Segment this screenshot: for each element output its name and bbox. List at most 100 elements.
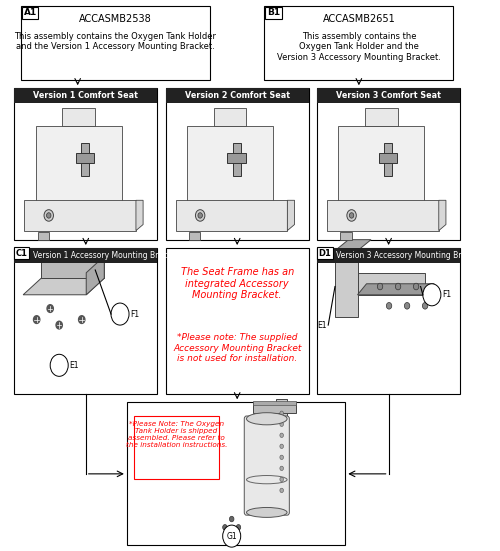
Bar bbox=[254, 403, 296, 413]
Bar bbox=[14, 248, 158, 394]
Polygon shape bbox=[338, 126, 424, 209]
Circle shape bbox=[236, 525, 240, 530]
Text: Version 3 Comfort Seat: Version 3 Comfort Seat bbox=[336, 91, 441, 100]
Text: Version 1 Accessory Mounting Bracket: Version 1 Accessory Mounting Bracket bbox=[33, 251, 180, 260]
Bar bbox=[317, 248, 460, 263]
Circle shape bbox=[280, 466, 283, 471]
Circle shape bbox=[396, 283, 401, 290]
Circle shape bbox=[56, 321, 62, 329]
Circle shape bbox=[34, 316, 40, 323]
Circle shape bbox=[196, 210, 205, 221]
Polygon shape bbox=[335, 240, 371, 251]
Circle shape bbox=[44, 210, 54, 221]
Polygon shape bbox=[24, 201, 136, 231]
Bar bbox=[38, 232, 49, 240]
Text: *Please note: The supplied
Accessory Mounting Bracket
is not used for installati: *Please note: The supplied Accessory Mou… bbox=[173, 333, 302, 363]
Circle shape bbox=[222, 525, 227, 530]
Circle shape bbox=[280, 433, 283, 437]
Bar bbox=[264, 6, 454, 80]
Bar bbox=[166, 88, 309, 103]
Circle shape bbox=[422, 302, 428, 309]
Circle shape bbox=[280, 444, 283, 449]
Polygon shape bbox=[327, 201, 439, 231]
Bar bbox=[317, 248, 460, 394]
Text: C1: C1 bbox=[16, 249, 28, 257]
Text: ACCASMB2538: ACCASMB2538 bbox=[79, 14, 152, 24]
Polygon shape bbox=[62, 108, 95, 126]
Circle shape bbox=[280, 422, 283, 426]
Bar bbox=[326, 250, 353, 253]
Polygon shape bbox=[233, 143, 241, 176]
Text: E1: E1 bbox=[317, 321, 326, 329]
Polygon shape bbox=[358, 284, 434, 295]
Bar bbox=[76, 153, 94, 163]
Polygon shape bbox=[358, 273, 425, 295]
Circle shape bbox=[280, 488, 283, 493]
Text: F1: F1 bbox=[442, 290, 451, 299]
Text: Version 2 Comfort Seat: Version 2 Comfort Seat bbox=[184, 91, 290, 100]
Polygon shape bbox=[288, 201, 294, 231]
Circle shape bbox=[423, 284, 441, 306]
Text: This assembly contains the
Oxygen Tank Holder and the
Version 3 Accessory Mounti: This assembly contains the Oxygen Tank H… bbox=[277, 32, 441, 62]
Circle shape bbox=[280, 455, 283, 460]
Bar bbox=[317, 88, 460, 240]
Text: ACCASMB2651: ACCASMB2651 bbox=[322, 14, 395, 24]
Polygon shape bbox=[136, 201, 143, 231]
Circle shape bbox=[378, 283, 382, 290]
Bar bbox=[14, 88, 158, 240]
Circle shape bbox=[222, 525, 240, 547]
Bar bbox=[21, 6, 210, 80]
Bar bbox=[127, 402, 346, 545]
Circle shape bbox=[350, 213, 354, 218]
Circle shape bbox=[347, 210, 356, 221]
Circle shape bbox=[198, 213, 202, 218]
Text: A1: A1 bbox=[24, 8, 37, 17]
Text: Version 1 Comfort Seat: Version 1 Comfort Seat bbox=[34, 91, 138, 100]
FancyBboxPatch shape bbox=[244, 416, 290, 515]
Circle shape bbox=[414, 283, 419, 290]
Polygon shape bbox=[41, 256, 104, 278]
Polygon shape bbox=[176, 201, 288, 231]
Circle shape bbox=[280, 477, 283, 482]
Circle shape bbox=[47, 305, 54, 312]
Bar bbox=[276, 399, 287, 507]
Circle shape bbox=[230, 533, 234, 538]
Bar bbox=[189, 232, 200, 240]
Bar bbox=[166, 248, 309, 394]
Bar bbox=[134, 416, 219, 479]
Polygon shape bbox=[214, 108, 246, 126]
Text: D1: D1 bbox=[318, 249, 331, 257]
Text: B1: B1 bbox=[267, 8, 280, 17]
Circle shape bbox=[50, 354, 68, 376]
Circle shape bbox=[46, 213, 51, 218]
Polygon shape bbox=[82, 143, 90, 176]
Polygon shape bbox=[439, 201, 446, 231]
Circle shape bbox=[404, 302, 410, 309]
Bar bbox=[14, 248, 158, 263]
Text: *Please Note: The Oxygen
Tank Holder is shipped
assembled. Please refer to
the i: *Please Note: The Oxygen Tank Holder is … bbox=[126, 420, 227, 447]
Text: The Seat Frame has an
integrated Accessory
Mounting Bracket.: The Seat Frame has an integrated Accesso… bbox=[180, 267, 294, 300]
Bar bbox=[340, 232, 352, 240]
Bar bbox=[378, 153, 397, 163]
Bar bbox=[317, 88, 460, 103]
Polygon shape bbox=[36, 126, 122, 209]
Circle shape bbox=[111, 303, 129, 325]
Text: F1: F1 bbox=[130, 310, 139, 318]
Polygon shape bbox=[335, 251, 357, 317]
Bar bbox=[254, 401, 296, 405]
Bar bbox=[227, 153, 246, 163]
Polygon shape bbox=[187, 126, 273, 209]
Text: G1: G1 bbox=[226, 532, 237, 541]
Text: E1: E1 bbox=[69, 361, 78, 370]
Ellipse shape bbox=[246, 507, 287, 517]
Polygon shape bbox=[384, 143, 392, 176]
Polygon shape bbox=[365, 108, 398, 126]
Bar bbox=[14, 88, 158, 103]
Circle shape bbox=[230, 516, 234, 522]
Polygon shape bbox=[86, 256, 104, 295]
Bar bbox=[326, 255, 353, 259]
Circle shape bbox=[386, 302, 392, 309]
Polygon shape bbox=[23, 278, 104, 295]
Text: Version 3 Accessory Mounting Bracket: Version 3 Accessory Mounting Bracket bbox=[336, 251, 482, 260]
Bar bbox=[166, 88, 309, 240]
